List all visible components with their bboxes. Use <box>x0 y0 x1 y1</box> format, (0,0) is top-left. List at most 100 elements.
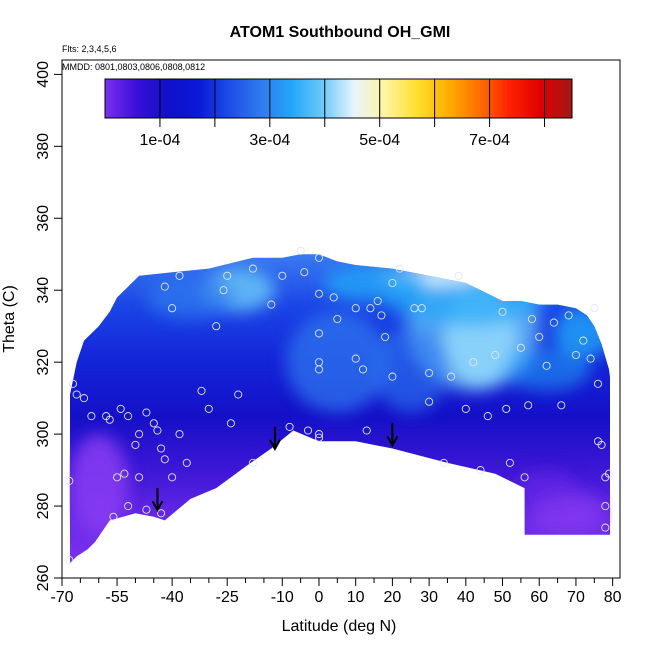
sample-point <box>425 397 434 406</box>
field-patch <box>374 326 448 413</box>
sample-point <box>516 343 525 352</box>
flights-note: Flts: 2,3,4,5,6 <box>62 44 117 54</box>
sample-point <box>314 329 324 338</box>
sample-point <box>388 372 397 381</box>
sample-point <box>142 408 151 417</box>
sample-point <box>381 332 390 342</box>
sample-point <box>65 555 74 565</box>
sample-point <box>329 293 338 302</box>
sample-point <box>557 401 566 410</box>
sample-point <box>425 368 434 378</box>
sample-point <box>116 404 125 413</box>
y-tick-label: 360 <box>35 205 52 232</box>
sample-point <box>564 311 573 320</box>
sample-point <box>124 412 133 421</box>
arrows <box>151 423 399 513</box>
y-tick-label: 280 <box>35 493 52 520</box>
x-axis: -70 -55 -40 -25 -10 0 10 20 30 40 50 60 70 80 <box>50 578 622 606</box>
sample-point <box>476 466 485 475</box>
sample-point <box>524 401 533 410</box>
sample-point <box>105 415 114 424</box>
arrow-marker <box>151 488 164 513</box>
sample-point <box>333 314 342 324</box>
sample-point <box>549 318 558 327</box>
sample-point <box>175 271 184 280</box>
sample-point <box>303 426 313 435</box>
sample-point <box>149 419 158 428</box>
sample-point <box>124 502 133 511</box>
x-tick-label: 20 <box>383 589 401 606</box>
sample-point <box>314 289 324 298</box>
colorbar-tick-label: 3e-04 <box>249 132 290 149</box>
sample-point <box>362 426 371 435</box>
sample-point <box>520 473 529 482</box>
sample-point <box>87 412 96 421</box>
sample-point <box>153 426 162 435</box>
sample-point <box>483 412 492 421</box>
sample-point <box>314 358 324 367</box>
sample-point <box>160 455 169 464</box>
y-axis: 260 280 300 320 340 360 380 400 <box>35 61 62 591</box>
x-tick-label: 40 <box>457 589 475 606</box>
sample-point <box>388 278 397 288</box>
plot-frame <box>61 59 621 579</box>
x-tick-label: 50 <box>494 589 512 606</box>
sample-point <box>204 404 213 413</box>
field-patch <box>517 470 576 507</box>
sample-point <box>314 430 324 439</box>
colorbar-labels: 1e-04 3e-04 5e-04 7e-04 <box>139 132 510 149</box>
field-patch <box>69 434 129 535</box>
sample-point <box>314 433 324 442</box>
sample-point <box>296 246 305 255</box>
x-tick-label: 0 <box>315 589 324 606</box>
sample-point <box>439 458 448 467</box>
data-field <box>69 254 613 564</box>
x-tick-label: 10 <box>347 589 365 606</box>
sample-point <box>285 422 294 431</box>
sample-point <box>579 336 588 345</box>
sample-point <box>219 286 228 295</box>
sample-point <box>461 404 470 413</box>
sample-point <box>366 304 375 313</box>
sample-point <box>300 268 309 277</box>
sample-point <box>135 430 144 439</box>
sample-point <box>160 282 169 291</box>
sample-point <box>142 505 151 514</box>
sample-point <box>417 304 426 313</box>
sample-point <box>72 390 81 399</box>
sample-point <box>234 390 243 399</box>
colorbar-tick-label: 5e-04 <box>359 132 400 149</box>
sample-point <box>182 458 191 467</box>
sample-point <box>157 444 166 453</box>
sample-point <box>469 358 478 367</box>
sample-point <box>502 404 511 413</box>
y-axis-label: Theta (C) <box>1 285 18 353</box>
x-tick-label: -10 <box>271 589 294 606</box>
sample-point <box>498 307 507 316</box>
sample-point <box>212 322 221 331</box>
sample-point <box>79 394 89 403</box>
sample-point <box>491 350 500 360</box>
sample-point <box>601 523 610 532</box>
arrow-marker <box>386 423 399 448</box>
sample-point <box>377 311 386 320</box>
sample-point <box>505 458 514 467</box>
sample-point <box>168 304 177 313</box>
sample-point <box>586 354 595 363</box>
sample-point <box>351 354 360 363</box>
field-patch <box>285 311 389 413</box>
sample-point <box>358 365 368 374</box>
sample-point <box>197 386 206 395</box>
sample-point <box>454 271 463 280</box>
sample-point <box>248 264 257 273</box>
sample-point <box>120 469 129 478</box>
sample-point <box>314 253 324 262</box>
arrow-marker <box>269 426 281 451</box>
field-patch <box>322 265 426 302</box>
sample-point <box>542 361 551 370</box>
sample-point <box>597 440 606 449</box>
x-tick-label: 80 <box>604 589 622 606</box>
sample-point <box>135 473 144 482</box>
y-tick-label: 260 <box>35 565 52 592</box>
